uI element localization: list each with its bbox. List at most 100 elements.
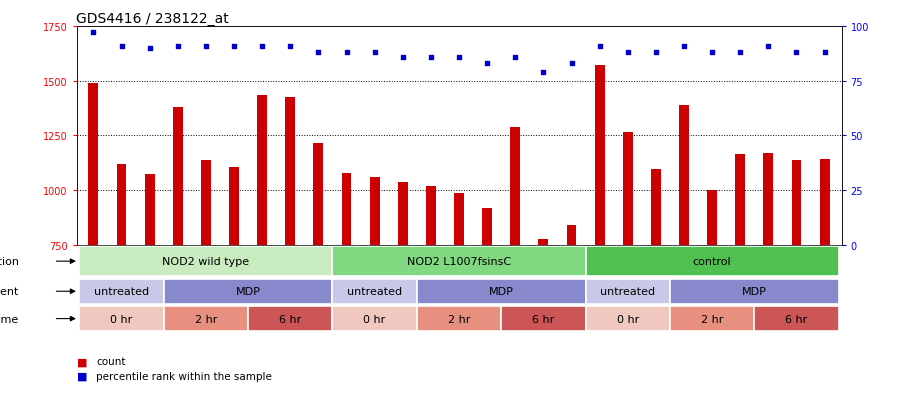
Text: ■: ■ bbox=[76, 356, 87, 366]
Text: time: time bbox=[0, 314, 19, 324]
Text: NOD2 L1007fsinsC: NOD2 L1007fsinsC bbox=[407, 256, 511, 266]
Text: genotype/variation: genotype/variation bbox=[0, 256, 19, 266]
Point bbox=[508, 54, 522, 61]
Point bbox=[339, 50, 354, 56]
Bar bbox=[257, 95, 267, 245]
Bar bbox=[230, 168, 238, 245]
Text: GSM560861: GSM560861 bbox=[595, 248, 604, 294]
Bar bbox=[623, 133, 633, 245]
Text: GSM560868: GSM560868 bbox=[454, 248, 464, 294]
Bar bbox=[417, 306, 501, 331]
Bar bbox=[398, 183, 408, 245]
Bar bbox=[201, 161, 211, 245]
Bar bbox=[510, 127, 520, 245]
Text: count: count bbox=[96, 356, 126, 366]
Text: GSM560860: GSM560860 bbox=[398, 248, 407, 294]
Text: 2 hr: 2 hr bbox=[701, 314, 724, 324]
Bar bbox=[79, 306, 164, 331]
Text: GSM560857: GSM560857 bbox=[145, 248, 154, 294]
Text: GSM560881: GSM560881 bbox=[820, 248, 829, 294]
Bar bbox=[332, 247, 586, 277]
Point bbox=[114, 43, 129, 50]
Bar bbox=[454, 194, 464, 245]
Bar bbox=[332, 279, 417, 304]
Text: control: control bbox=[693, 256, 732, 266]
Bar bbox=[501, 306, 586, 331]
Bar bbox=[763, 154, 773, 245]
Point bbox=[480, 61, 494, 67]
Text: GSM560863: GSM560863 bbox=[652, 248, 661, 294]
Point bbox=[452, 54, 466, 61]
Bar bbox=[670, 306, 754, 331]
Text: GSM560858: GSM560858 bbox=[342, 248, 351, 294]
Bar bbox=[754, 306, 839, 331]
Bar bbox=[735, 154, 745, 245]
Text: GSM560870: GSM560870 bbox=[680, 248, 688, 294]
Bar bbox=[117, 164, 126, 245]
Point bbox=[424, 54, 438, 61]
Bar bbox=[586, 247, 839, 277]
Point bbox=[705, 50, 719, 56]
Point bbox=[227, 43, 241, 50]
Text: GSM560873: GSM560873 bbox=[257, 248, 266, 294]
Text: GSM560876: GSM560876 bbox=[511, 248, 520, 294]
Text: GSM560862: GSM560862 bbox=[623, 248, 632, 294]
Bar bbox=[707, 190, 717, 245]
Text: 6 hr: 6 hr bbox=[532, 314, 554, 324]
Point bbox=[649, 50, 663, 56]
Bar bbox=[164, 279, 332, 304]
Text: 6 hr: 6 hr bbox=[786, 314, 807, 324]
Bar bbox=[79, 247, 332, 277]
Text: GSM560856: GSM560856 bbox=[117, 248, 126, 294]
Bar bbox=[248, 306, 332, 331]
Text: MDP: MDP bbox=[489, 287, 514, 297]
Text: MDP: MDP bbox=[742, 287, 767, 297]
Point bbox=[620, 50, 634, 56]
Bar bbox=[586, 279, 670, 304]
Text: untreated: untreated bbox=[94, 287, 149, 297]
Bar bbox=[417, 279, 586, 304]
Bar bbox=[164, 306, 248, 331]
Point bbox=[592, 43, 607, 50]
Point bbox=[86, 30, 101, 37]
Text: 0 hr: 0 hr bbox=[364, 314, 386, 324]
Point bbox=[733, 50, 747, 56]
Text: untreated: untreated bbox=[600, 287, 655, 297]
Point bbox=[817, 50, 832, 56]
Text: GSM560871: GSM560871 bbox=[707, 248, 716, 294]
Text: GSM560866: GSM560866 bbox=[230, 248, 238, 294]
Text: 2 hr: 2 hr bbox=[448, 314, 470, 324]
Bar bbox=[680, 105, 688, 245]
Text: percentile rank within the sample: percentile rank within the sample bbox=[96, 371, 272, 381]
Point bbox=[283, 43, 297, 50]
Bar bbox=[595, 66, 605, 245]
Text: ■: ■ bbox=[76, 371, 87, 381]
Text: GSM560878: GSM560878 bbox=[567, 248, 576, 294]
Point bbox=[677, 43, 691, 50]
Bar bbox=[670, 279, 839, 304]
Text: 2 hr: 2 hr bbox=[194, 314, 217, 324]
Point bbox=[199, 43, 213, 50]
Text: GSM560877: GSM560877 bbox=[539, 248, 548, 294]
Text: 0 hr: 0 hr bbox=[616, 314, 639, 324]
Text: GSM560855: GSM560855 bbox=[89, 248, 98, 294]
Text: GSM560874: GSM560874 bbox=[286, 248, 295, 294]
Text: 6 hr: 6 hr bbox=[279, 314, 302, 324]
Point bbox=[395, 54, 410, 61]
Bar bbox=[173, 108, 183, 245]
Point bbox=[171, 43, 185, 50]
Bar bbox=[88, 83, 98, 245]
Text: 0 hr: 0 hr bbox=[111, 314, 132, 324]
Text: GSM560864: GSM560864 bbox=[173, 248, 182, 294]
Bar bbox=[820, 160, 830, 245]
Text: MDP: MDP bbox=[236, 287, 260, 297]
Bar bbox=[586, 306, 670, 331]
Bar bbox=[426, 186, 436, 245]
Bar bbox=[538, 240, 548, 245]
Point bbox=[311, 50, 326, 56]
Text: GSM560872: GSM560872 bbox=[735, 248, 744, 294]
Bar bbox=[370, 178, 380, 245]
Point bbox=[564, 61, 579, 67]
Text: GDS4416 / 238122_at: GDS4416 / 238122_at bbox=[76, 12, 230, 26]
Bar bbox=[792, 161, 801, 245]
